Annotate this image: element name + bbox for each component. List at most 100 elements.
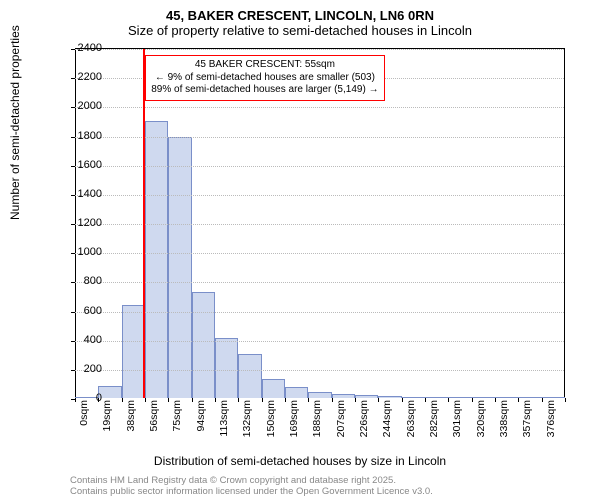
histogram-bar (472, 397, 495, 398)
attribution-line-2: Contains public sector information licen… (70, 487, 433, 498)
x-tick-label: 320sqm (475, 400, 487, 437)
attribution-block: Contains HM Land Registry data © Crown c… (70, 476, 433, 498)
y-tick (71, 78, 75, 79)
y-tick-label: 1800 (78, 130, 102, 142)
x-tick (262, 398, 263, 402)
y-tick-label: 1600 (78, 159, 102, 171)
histogram-bar (402, 397, 425, 398)
gridline (75, 224, 564, 225)
histogram-bar (425, 397, 448, 398)
x-tick-label: 301sqm (451, 400, 463, 437)
x-tick (402, 398, 403, 402)
histogram-bar (215, 338, 238, 398)
y-tick (71, 253, 75, 254)
x-tick-label: 94sqm (195, 400, 207, 432)
x-tick-label: 0sqm (78, 400, 90, 426)
x-tick-label: 338sqm (498, 400, 510, 437)
x-tick (122, 398, 123, 402)
x-tick (192, 398, 193, 402)
histogram-bar (168, 137, 191, 398)
x-tick (495, 398, 496, 402)
histogram-bar (75, 397, 98, 398)
x-tick (238, 398, 239, 402)
x-tick (378, 398, 379, 402)
gridline (75, 253, 564, 254)
x-tick-label: 75sqm (171, 400, 183, 432)
x-tick-label: 188sqm (311, 400, 323, 437)
x-tick-label: 56sqm (148, 400, 160, 432)
histogram-bar (378, 396, 401, 398)
y-tick-label: 1200 (78, 217, 102, 229)
y-tick-label: 1400 (78, 188, 102, 200)
annotation-line: ← 9% of semi-detached houses are smaller… (151, 72, 378, 85)
annotation-line: 89% of semi-detached houses are larger (… (151, 84, 378, 97)
gridline (75, 49, 564, 50)
x-tick (332, 398, 333, 402)
gridline (75, 312, 564, 313)
x-tick-label: 113sqm (218, 400, 230, 437)
y-tick (71, 195, 75, 196)
x-tick (145, 398, 146, 402)
annotation-box: 45 BAKER CRESCENT: 55sqm← 9% of semi-det… (145, 55, 384, 101)
x-tick-label: 169sqm (288, 400, 300, 437)
histogram-bar (448, 397, 471, 398)
plot-area: 45 BAKER CRESCENT: 55sqm← 9% of semi-det… (75, 48, 565, 398)
histogram-bar (495, 397, 518, 398)
y-tick (71, 282, 75, 283)
y-tick-label: 1000 (78, 246, 102, 258)
y-tick-label: 200 (84, 363, 102, 375)
gridline (75, 195, 564, 196)
histogram-bar (308, 392, 331, 398)
x-tick (518, 398, 519, 402)
y-tick-label: 400 (84, 334, 102, 346)
x-tick (565, 398, 566, 402)
x-tick (472, 398, 473, 402)
y-tick-label: 2000 (78, 100, 102, 112)
x-tick-label: 19sqm (101, 400, 113, 432)
x-tick-label: 244sqm (381, 400, 393, 437)
histogram-bar (518, 397, 541, 398)
annotation-line: 45 BAKER CRESCENT: 55sqm (151, 59, 378, 72)
x-tick-label: 207sqm (335, 400, 347, 437)
x-tick (285, 398, 286, 402)
y-tick-label: 800 (84, 275, 102, 287)
gridline (75, 282, 564, 283)
histogram-bar (332, 394, 355, 398)
gridline (75, 166, 564, 167)
y-axis-label: Number of semi-detached properties (8, 25, 22, 220)
histogram-bar (145, 121, 168, 398)
x-axis-label: Distribution of semi-detached houses by … (0, 454, 600, 468)
gridline (75, 107, 564, 108)
x-tick-label: 376sqm (545, 400, 557, 437)
histogram-bar (238, 354, 261, 398)
property-marker-line (143, 49, 145, 398)
x-tick-label: 282sqm (428, 400, 440, 437)
title-block: 45, BAKER CRESCENT, LINCOLN, LN6 0RN Siz… (0, 0, 600, 38)
chart-title-sub: Size of property relative to semi-detach… (0, 23, 600, 38)
y-tick (71, 107, 75, 108)
x-tick (215, 398, 216, 402)
x-tick (168, 398, 169, 402)
y-tick-label: 2200 (78, 71, 102, 83)
x-tick-label: 226sqm (358, 400, 370, 437)
x-tick (448, 398, 449, 402)
y-tick (71, 166, 75, 167)
x-tick-label: 38sqm (125, 400, 137, 432)
y-tick-label: 2400 (78, 42, 102, 54)
y-tick (71, 49, 75, 50)
chart-container: 45, BAKER CRESCENT, LINCOLN, LN6 0RN Siz… (0, 0, 600, 500)
histogram-bar (192, 292, 215, 398)
gridline (75, 370, 564, 371)
y-tick-label: 600 (84, 305, 102, 317)
x-tick-label: 150sqm (265, 400, 277, 437)
x-tick (75, 398, 76, 402)
x-tick (542, 398, 543, 402)
y-tick (71, 137, 75, 138)
histogram-bar (542, 397, 565, 398)
histogram-bar (285, 387, 308, 398)
histogram-bar (355, 395, 378, 398)
y-tick (71, 312, 75, 313)
y-tick (71, 224, 75, 225)
gridline (75, 341, 564, 342)
x-tick (355, 398, 356, 402)
